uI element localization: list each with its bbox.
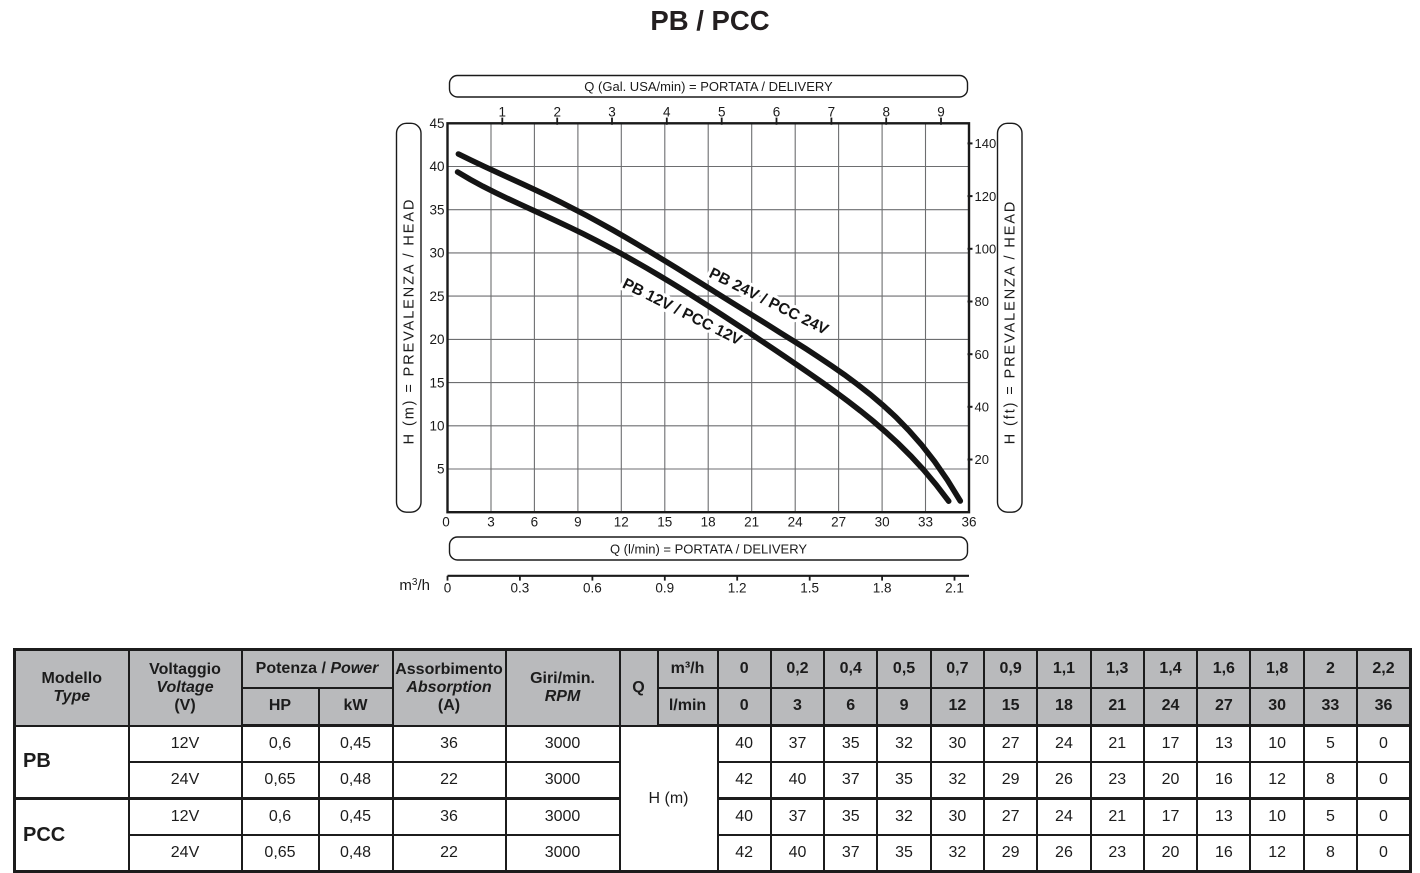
- svg-text:60: 60: [975, 347, 989, 362]
- svg-text:40: 40: [429, 159, 444, 174]
- svg-text:8: 8: [882, 105, 890, 120]
- svg-text:27: 27: [831, 515, 846, 530]
- svg-text:1.8: 1.8: [873, 580, 892, 595]
- svg-text:33: 33: [918, 515, 933, 530]
- svg-text:1.5: 1.5: [800, 580, 819, 595]
- svg-text:10: 10: [429, 419, 444, 434]
- svg-text:30: 30: [875, 515, 890, 530]
- svg-text:0: 0: [442, 515, 450, 530]
- svg-text:4: 4: [663, 105, 671, 120]
- svg-text:18: 18: [701, 515, 716, 530]
- svg-text:1.2: 1.2: [728, 580, 747, 595]
- svg-text:20: 20: [429, 332, 444, 347]
- svg-text:0.9: 0.9: [655, 580, 674, 595]
- svg-text:36: 36: [961, 515, 976, 530]
- svg-text:80: 80: [975, 294, 989, 309]
- svg-text:35: 35: [429, 202, 444, 217]
- svg-text:7: 7: [828, 105, 836, 120]
- svg-text:25: 25: [429, 289, 444, 304]
- svg-text:0.6: 0.6: [583, 580, 602, 595]
- svg-text:0.3: 0.3: [511, 580, 530, 595]
- svg-text:100: 100: [975, 242, 997, 257]
- svg-text:H (m) = PREVALENZA / HEAD: H (m) = PREVALENZA / HEAD: [402, 198, 418, 445]
- svg-text:20: 20: [975, 452, 989, 467]
- svg-text:5: 5: [437, 462, 445, 477]
- svg-text:2: 2: [553, 105, 561, 120]
- svg-text:6: 6: [773, 105, 781, 120]
- svg-text:1: 1: [499, 105, 507, 120]
- svg-text:5: 5: [718, 105, 726, 120]
- svg-text:0: 0: [444, 580, 452, 595]
- svg-text:m3/h: m3/h: [399, 577, 430, 594]
- svg-text:140: 140: [975, 136, 997, 151]
- svg-text:24: 24: [788, 515, 804, 530]
- svg-text:30: 30: [429, 246, 444, 261]
- svg-text:21: 21: [744, 515, 759, 530]
- svg-text:Q (Gal. USA/min) = PORTATA / D: Q (Gal. USA/min) = PORTATA / DELIVERY: [584, 79, 833, 94]
- svg-text:15: 15: [429, 375, 444, 390]
- svg-text:9: 9: [937, 105, 945, 120]
- svg-text:H (ft) = PREVALENZA / HEAD: H (ft) = PREVALENZA / HEAD: [1003, 200, 1019, 445]
- svg-text:12: 12: [614, 515, 629, 530]
- svg-text:Q (l/min) = PORTATA / DELIVERY: Q (l/min) = PORTATA / DELIVERY: [610, 541, 807, 556]
- svg-text:2.1: 2.1: [945, 580, 964, 595]
- svg-text:9: 9: [574, 515, 582, 530]
- svg-text:120: 120: [975, 189, 997, 204]
- svg-text:45: 45: [429, 116, 444, 131]
- svg-text:3: 3: [487, 515, 495, 530]
- svg-text:6: 6: [531, 515, 539, 530]
- svg-text:40: 40: [975, 400, 989, 415]
- svg-text:3: 3: [608, 105, 616, 120]
- svg-text:15: 15: [657, 515, 672, 530]
